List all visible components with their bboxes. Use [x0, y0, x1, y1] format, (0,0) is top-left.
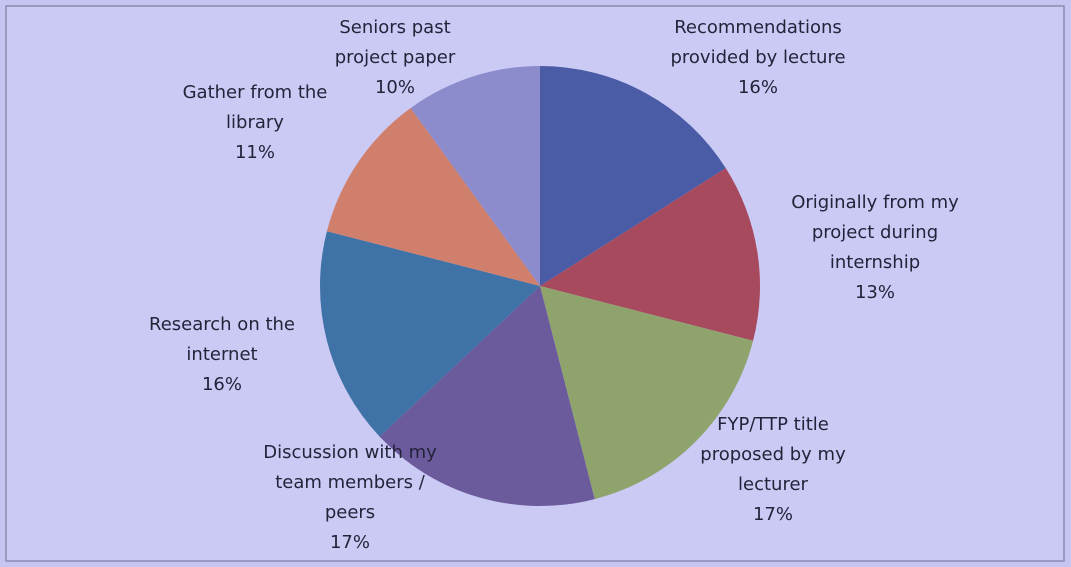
pie-slice	[540, 286, 754, 500]
category-label: FYP/TTP title proposed by my lecturer	[700, 414, 846, 495]
value-label: 11%	[234, 142, 275, 163]
data-label: FYP/TTP title proposed by my lecturer 17%	[684, 410, 862, 530]
category-label: Seniors past project paper	[334, 17, 456, 68]
value-label: 16%	[201, 374, 242, 395]
pie-slice	[320, 231, 540, 437]
data-label: Gather from the library 11%	[165, 78, 345, 168]
value-label: 10%	[374, 77, 415, 98]
category-label: Discussion with my team members / peers	[263, 442, 437, 523]
category-label: Gather from the library	[182, 82, 328, 133]
value-label: 16%	[737, 77, 778, 98]
data-label: Research on the internet 16%	[134, 310, 310, 400]
data-label: Seniors past project paper 10%	[320, 13, 470, 103]
value-label: 17%	[752, 504, 793, 525]
pie-slice	[326, 108, 540, 286]
category-label: Research on the internet	[149, 314, 295, 365]
pie-slice	[410, 66, 540, 286]
category-label: Recommendations provided by lecture	[670, 17, 846, 68]
data-label: Recommendations provided by lecture 16%	[643, 13, 873, 103]
data-label: Discussion with my team members / peers 1…	[250, 438, 450, 558]
data-label: Originally from my project during intern…	[775, 188, 975, 308]
pie-slice	[540, 168, 760, 341]
pie-slice	[379, 286, 595, 506]
pie-slice	[540, 66, 726, 286]
value-label: 13%	[854, 282, 895, 303]
value-label: 17%	[329, 532, 370, 553]
category-label: Originally from my project during intern…	[791, 192, 959, 273]
